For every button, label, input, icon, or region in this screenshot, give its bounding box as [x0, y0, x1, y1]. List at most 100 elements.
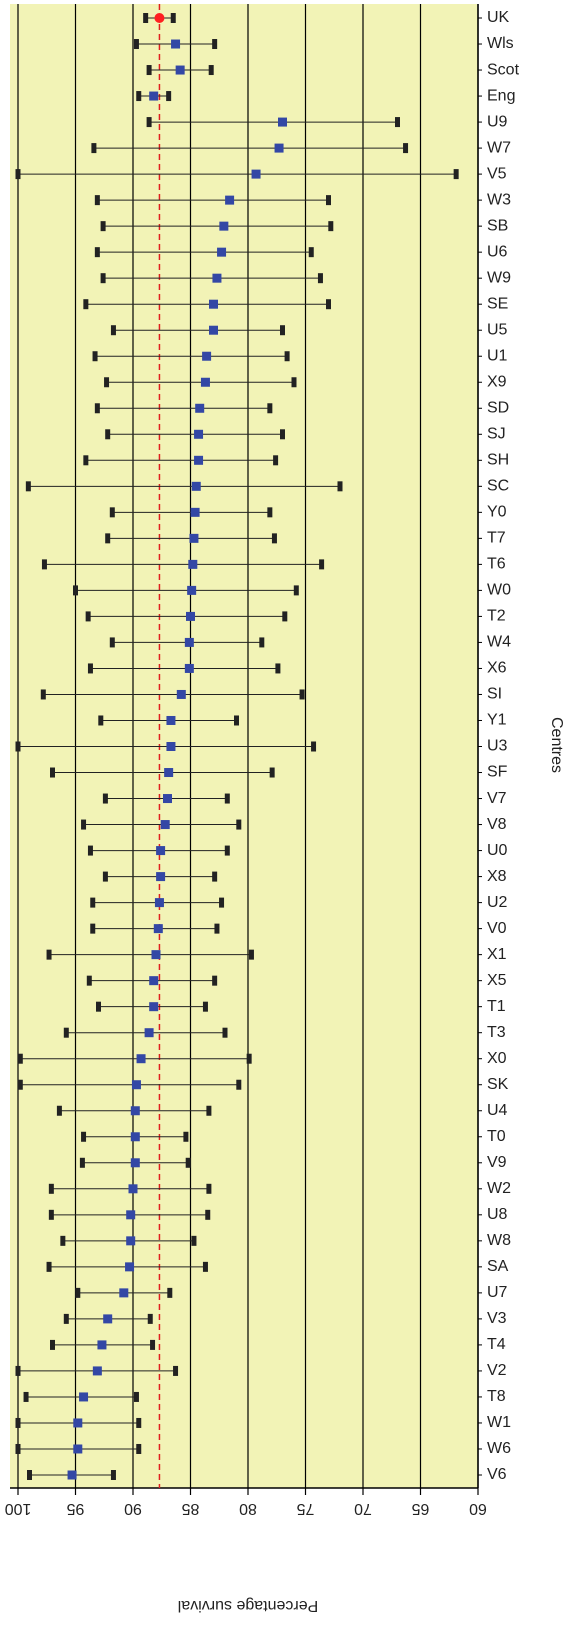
- error-cap: [96, 1001, 101, 1012]
- error-cap: [319, 559, 325, 570]
- y-tick-label: T6: [487, 556, 506, 573]
- error-cap: [15, 1443, 21, 1454]
- y-tick-label: SK: [487, 1076, 509, 1093]
- error-cap: [248, 949, 254, 960]
- y-tick-label: U6: [487, 243, 508, 260]
- y-tick-label: V3: [487, 1310, 507, 1327]
- point: [149, 1002, 159, 1012]
- error-cap: [205, 1209, 211, 1220]
- y-tick-label: W6: [487, 1440, 511, 1457]
- error-cap: [280, 325, 285, 336]
- point: [171, 39, 181, 49]
- error-cap: [87, 663, 93, 674]
- y-tick-label: SH: [487, 452, 509, 469]
- y-tick-label: W8: [487, 1232, 511, 1249]
- y-axis-title: Centres: [548, 717, 565, 773]
- point: [195, 403, 205, 413]
- error-cap: [40, 689, 46, 700]
- error-cap: [214, 923, 220, 934]
- y-tick-label: Y1: [487, 712, 507, 729]
- point: [190, 507, 200, 517]
- y-tick-label: T3: [487, 1024, 506, 1041]
- error-cap: [173, 1365, 179, 1376]
- error-cap: [100, 273, 106, 284]
- error-cap: [222, 1027, 228, 1038]
- error-cap: [234, 715, 239, 726]
- error-cap: [259, 637, 265, 648]
- y-tick-label: SA: [487, 1258, 509, 1275]
- point: [131, 1080, 141, 1090]
- error-cap: [308, 247, 314, 258]
- x-tick-label: 85: [182, 1500, 200, 1517]
- point: [212, 273, 222, 283]
- error-cap: [50, 767, 55, 778]
- error-cap: [328, 221, 334, 232]
- point: [73, 1418, 83, 1428]
- error-cap: [403, 143, 409, 154]
- point: [67, 1470, 77, 1480]
- error-cap: [87, 845, 93, 856]
- x-tick-label: 75: [297, 1500, 315, 1517]
- point: [209, 325, 218, 335]
- error-cap: [291, 377, 297, 388]
- point: [202, 351, 212, 361]
- error-cap: [15, 169, 21, 180]
- point: [126, 1210, 136, 1220]
- y-tick-label: U2: [487, 894, 508, 911]
- point: [151, 950, 161, 960]
- point: [119, 1288, 129, 1298]
- error-cap: [167, 1287, 173, 1298]
- error-cap: [246, 1053, 252, 1064]
- error-cap: [143, 13, 149, 23]
- y-tick-label: U4: [487, 1102, 508, 1119]
- error-cap: [102, 871, 108, 882]
- error-cap: [271, 533, 277, 544]
- error-cap: [15, 741, 21, 752]
- point: [154, 898, 164, 908]
- y-tick-label: U7: [487, 1284, 508, 1301]
- x-tick-label: 90: [124, 1500, 142, 1517]
- error-cap: [170, 13, 176, 23]
- y-tick-label: U0: [487, 842, 508, 859]
- error-cap: [86, 975, 92, 986]
- error-cap: [56, 1105, 62, 1116]
- point: [184, 663, 194, 673]
- point: [188, 559, 198, 569]
- y-tick-label: W9: [487, 269, 511, 286]
- error-cap: [273, 455, 279, 466]
- point: [92, 1366, 102, 1376]
- y-tick-label: X0: [487, 1050, 507, 1067]
- error-cap: [166, 91, 172, 102]
- error-cap: [85, 611, 91, 622]
- point: [164, 768, 174, 778]
- error-cap: [208, 65, 214, 76]
- error-cap: [81, 1131, 87, 1142]
- error-cap: [83, 455, 89, 466]
- error-cap: [133, 1391, 139, 1402]
- point: [166, 715, 176, 725]
- point: [217, 247, 227, 257]
- point: [225, 195, 235, 205]
- y-tick-label: U9: [487, 113, 508, 130]
- error-cap: [102, 793, 108, 804]
- y-tick-label: W4: [487, 634, 511, 651]
- error-cap: [275, 663, 281, 674]
- y-tick-label: T4: [487, 1336, 506, 1353]
- error-cap: [94, 403, 100, 414]
- point: [156, 846, 166, 856]
- y-tick-label: SE: [487, 295, 508, 312]
- y-tick-label: W1: [487, 1414, 511, 1431]
- error-cap: [90, 897, 96, 908]
- error-cap: [219, 897, 225, 908]
- point: [144, 1028, 154, 1038]
- error-cap: [73, 585, 78, 596]
- error-cap: [284, 351, 290, 362]
- x-tick-label: 80: [239, 1500, 257, 1517]
- error-cap: [60, 1235, 66, 1246]
- y-tick-label: V6: [487, 1466, 507, 1483]
- error-cap: [27, 1470, 32, 1480]
- point: [153, 924, 163, 934]
- y-tick-label: W3: [487, 191, 511, 208]
- y-tick-label: SC: [487, 478, 509, 495]
